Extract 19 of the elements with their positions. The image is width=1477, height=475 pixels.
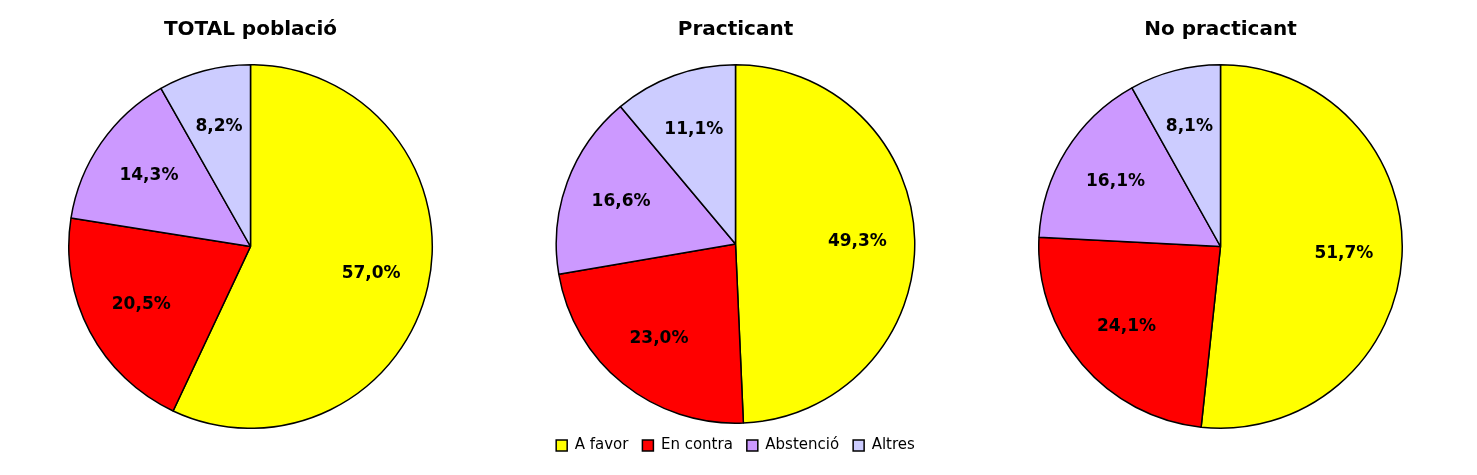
- data-label: 51,7%: [1314, 241, 1374, 262]
- data-label: 20,5%: [111, 292, 171, 313]
- data-label: 24,1%: [1097, 315, 1157, 336]
- data-label: 49,3%: [827, 229, 887, 250]
- data-label: 14,3%: [119, 164, 179, 185]
- data-label: 23,0%: [629, 327, 689, 348]
- legend-label: Abstenció: [765, 435, 840, 454]
- data-label: 16,1%: [1086, 169, 1146, 190]
- legend-label: En contra: [660, 435, 733, 454]
- data-label: 57,0%: [341, 261, 401, 282]
- data-label: 8,1%: [1165, 115, 1213, 136]
- legend-label: Altres: [871, 435, 916, 454]
- chart-title: No practicant: [1144, 16, 1298, 41]
- data-label: 11,1%: [664, 117, 724, 138]
- chart-title: TOTAL població: [163, 16, 338, 41]
- chart-title: Practicant: [677, 16, 794, 41]
- data-label: 16,6%: [591, 190, 651, 211]
- data-label: 8,2%: [195, 115, 243, 136]
- legend-label: A favor: [574, 435, 630, 454]
